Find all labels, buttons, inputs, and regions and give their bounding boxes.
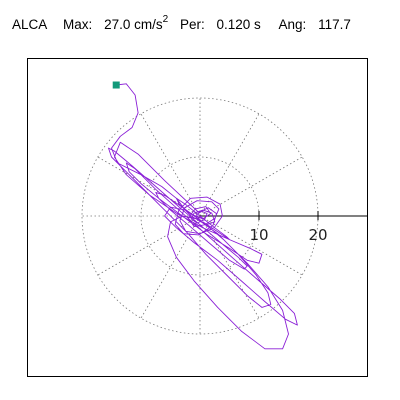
per-value: 0.120 s: [216, 17, 261, 32]
ang-value: 117.7: [318, 17, 351, 32]
max-value: 27.0 cm/s2: [104, 14, 169, 33]
grid-spoke-240: [140, 215, 201, 319]
grid-spoke-30: [199, 156, 303, 217]
start-marker: [112, 81, 120, 89]
ring-label-20: 20: [308, 226, 327, 244]
grid-spoke-330: [199, 215, 303, 276]
start-marker-layer: [112, 81, 120, 89]
grid-spoke-120: [140, 113, 201, 217]
station-name: ALCA: [12, 17, 48, 32]
axes: [200, 211, 367, 220]
ang-label: Ang:: [278, 17, 307, 32]
max-unit-exponent: 2: [162, 14, 169, 25]
motion-trace-path: [108, 83, 298, 350]
per-label: Per:: [179, 17, 205, 32]
ring-label-10: 10: [249, 226, 268, 244]
max-label: Max:: [63, 17, 93, 32]
ring-labels: 10 20: [249, 226, 327, 244]
plot-frame: [27, 58, 368, 377]
grid-spoke-210: [97, 215, 201, 276]
grid-spoke-150: [97, 156, 201, 217]
plot-header: ALCA Max: 27.0 cm/s2 Per: 0.120 s Ang: 1…: [12, 14, 351, 33]
motion-trace: [108, 83, 298, 350]
